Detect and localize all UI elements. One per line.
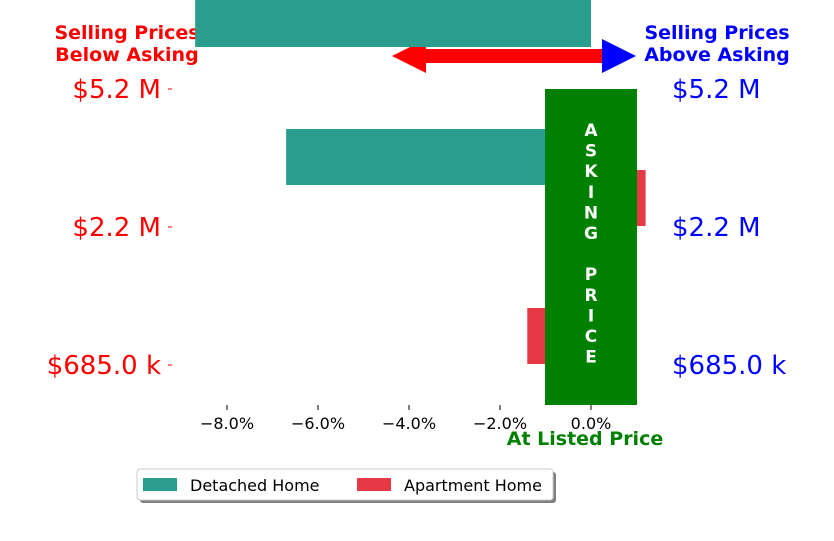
arrow-head-right-icon	[602, 39, 636, 73]
direction-arrow	[392, 39, 636, 73]
asking-band-letter: S	[585, 142, 597, 162]
x-axis: −8.0% −6.0% −4.0% −2.0% 0.0%	[200, 405, 611, 433]
y-label-left: $685.0 k	[47, 351, 161, 381]
legend-box	[136, 468, 554, 501]
x-tick-label: −2.0%	[473, 414, 527, 433]
asking-band-letter: K	[584, 162, 598, 182]
arrow-head-left-icon	[392, 39, 426, 73]
legend-label-apartment: Apartment Home	[404, 476, 542, 495]
legend-swatch-apartment	[357, 478, 391, 491]
above-asking-title-line2: Above Asking	[644, 44, 790, 66]
asking-band-letter: N	[584, 203, 598, 223]
asking-band-letter: I	[588, 183, 594, 203]
asking-band-letter: I	[588, 306, 594, 326]
x-tick-label: −6.0%	[291, 414, 345, 433]
x-axis-label: At Listed Price	[507, 428, 663, 450]
below-asking-title-line2: Below Asking	[55, 44, 198, 66]
asking-band-letter: C	[585, 327, 597, 347]
asking-band-letter: P	[585, 265, 597, 285]
x-tick-label: −8.0%	[200, 414, 254, 433]
y-label-right: $2.2 M	[672, 213, 761, 243]
y-label-right: $685.0 k	[672, 351, 786, 381]
asking-band-letter: G	[584, 224, 598, 244]
y-label-left: $5.2 M	[72, 75, 161, 105]
above-asking-title-line1: Selling Prices	[644, 22, 789, 44]
x-tick-label: −4.0%	[382, 414, 436, 433]
y-labels: $5.2 M $5.2 M $2.2 M $2.2 M $685.0 k $685.0 k	[47, 75, 787, 381]
asking-band-letter: E	[585, 348, 597, 368]
legend: Detached Home Apartment Home	[136, 468, 556, 503]
x-tick-label: 0.0%	[571, 414, 612, 433]
y-label-left: $2.2 M	[72, 213, 161, 243]
asking-band-letter: R	[584, 286, 597, 306]
asking-band-rect	[545, 89, 637, 405]
below-asking-title-line1: Selling Prices	[54, 22, 199, 44]
legend-label-detached: Detached Home	[190, 476, 320, 495]
legend-swatch-detached	[143, 478, 177, 491]
bar-detached-0	[195, 0, 591, 47]
bar-detached-1	[286, 129, 591, 185]
y-label-right: $5.2 M	[672, 75, 761, 105]
arrow-shaft	[426, 49, 602, 63]
asking-band-letter: A	[584, 121, 598, 141]
